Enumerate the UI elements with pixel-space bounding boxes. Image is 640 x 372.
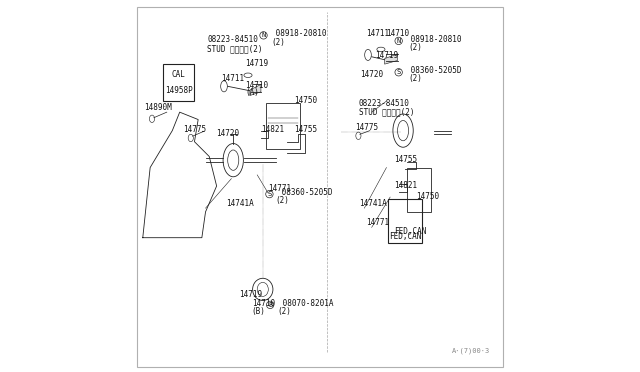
Text: 14719: 14719 (245, 59, 269, 68)
Text: 14750: 14750 (294, 96, 317, 105)
Text: 14710: 14710 (245, 81, 269, 90)
Text: A·(7)00·3: A·(7)00·3 (452, 347, 490, 354)
Text: 08918-20810: 08918-20810 (271, 29, 327, 38)
Text: S: S (268, 191, 271, 197)
Text: 14821: 14821 (261, 125, 284, 134)
Text: 14741A: 14741A (359, 199, 387, 208)
Text: N: N (397, 38, 401, 44)
Text: (B): (B) (252, 307, 266, 316)
Polygon shape (385, 54, 397, 64)
FancyBboxPatch shape (163, 64, 195, 101)
Text: 14750: 14750 (416, 192, 439, 201)
Text: N: N (261, 32, 266, 38)
Text: 08918-20810: 08918-20810 (406, 35, 462, 44)
Text: 14719: 14719 (376, 51, 399, 61)
Bar (407, 167, 431, 212)
Text: FED,CAN: FED,CAN (388, 232, 421, 241)
Text: S: S (397, 69, 401, 75)
Polygon shape (250, 84, 261, 96)
Text: STUD スタッド(2): STUD スタッド(2) (359, 108, 414, 116)
Text: 14821: 14821 (394, 181, 417, 190)
Text: 14720: 14720 (360, 70, 384, 79)
Text: 08070-8201A: 08070-8201A (278, 299, 333, 308)
Text: 14719: 14719 (239, 290, 262, 299)
Text: (2): (2) (278, 307, 291, 316)
Text: 14755: 14755 (294, 125, 317, 134)
Text: 14775: 14775 (355, 124, 378, 132)
Text: (2): (2) (408, 74, 422, 83)
Text: 14741A: 14741A (226, 199, 253, 208)
Text: 14890M: 14890M (145, 103, 172, 112)
Bar (266, 103, 300, 149)
Text: 14710: 14710 (387, 29, 410, 38)
Text: (2): (2) (271, 38, 285, 47)
Text: B: B (268, 302, 272, 308)
Text: FED,CAN: FED,CAN (394, 227, 426, 236)
Text: 14755: 14755 (394, 155, 417, 164)
Text: 14771: 14771 (268, 185, 291, 193)
Text: 14771: 14771 (366, 218, 389, 227)
FancyBboxPatch shape (388, 199, 422, 243)
Text: 08360-5205D: 08360-5205D (277, 188, 333, 197)
Text: STUD スタッド(2): STUD スタッド(2) (207, 44, 263, 53)
Text: 14775: 14775 (184, 125, 207, 134)
Text: 14710: 14710 (252, 299, 275, 308)
Text: 14958P: 14958P (165, 86, 193, 94)
Text: 08223-84510: 08223-84510 (207, 35, 259, 44)
Text: (2): (2) (408, 44, 422, 52)
Text: CAL: CAL (172, 70, 186, 79)
Text: 14720: 14720 (216, 129, 239, 138)
Text: 08360-5205D: 08360-5205D (406, 66, 462, 75)
Text: (A): (A) (245, 89, 259, 97)
Text: 14711: 14711 (366, 29, 389, 38)
Text: (2): (2) (276, 196, 289, 205)
Text: 14711: 14711 (221, 74, 244, 83)
Text: 08223-84510: 08223-84510 (359, 99, 410, 109)
